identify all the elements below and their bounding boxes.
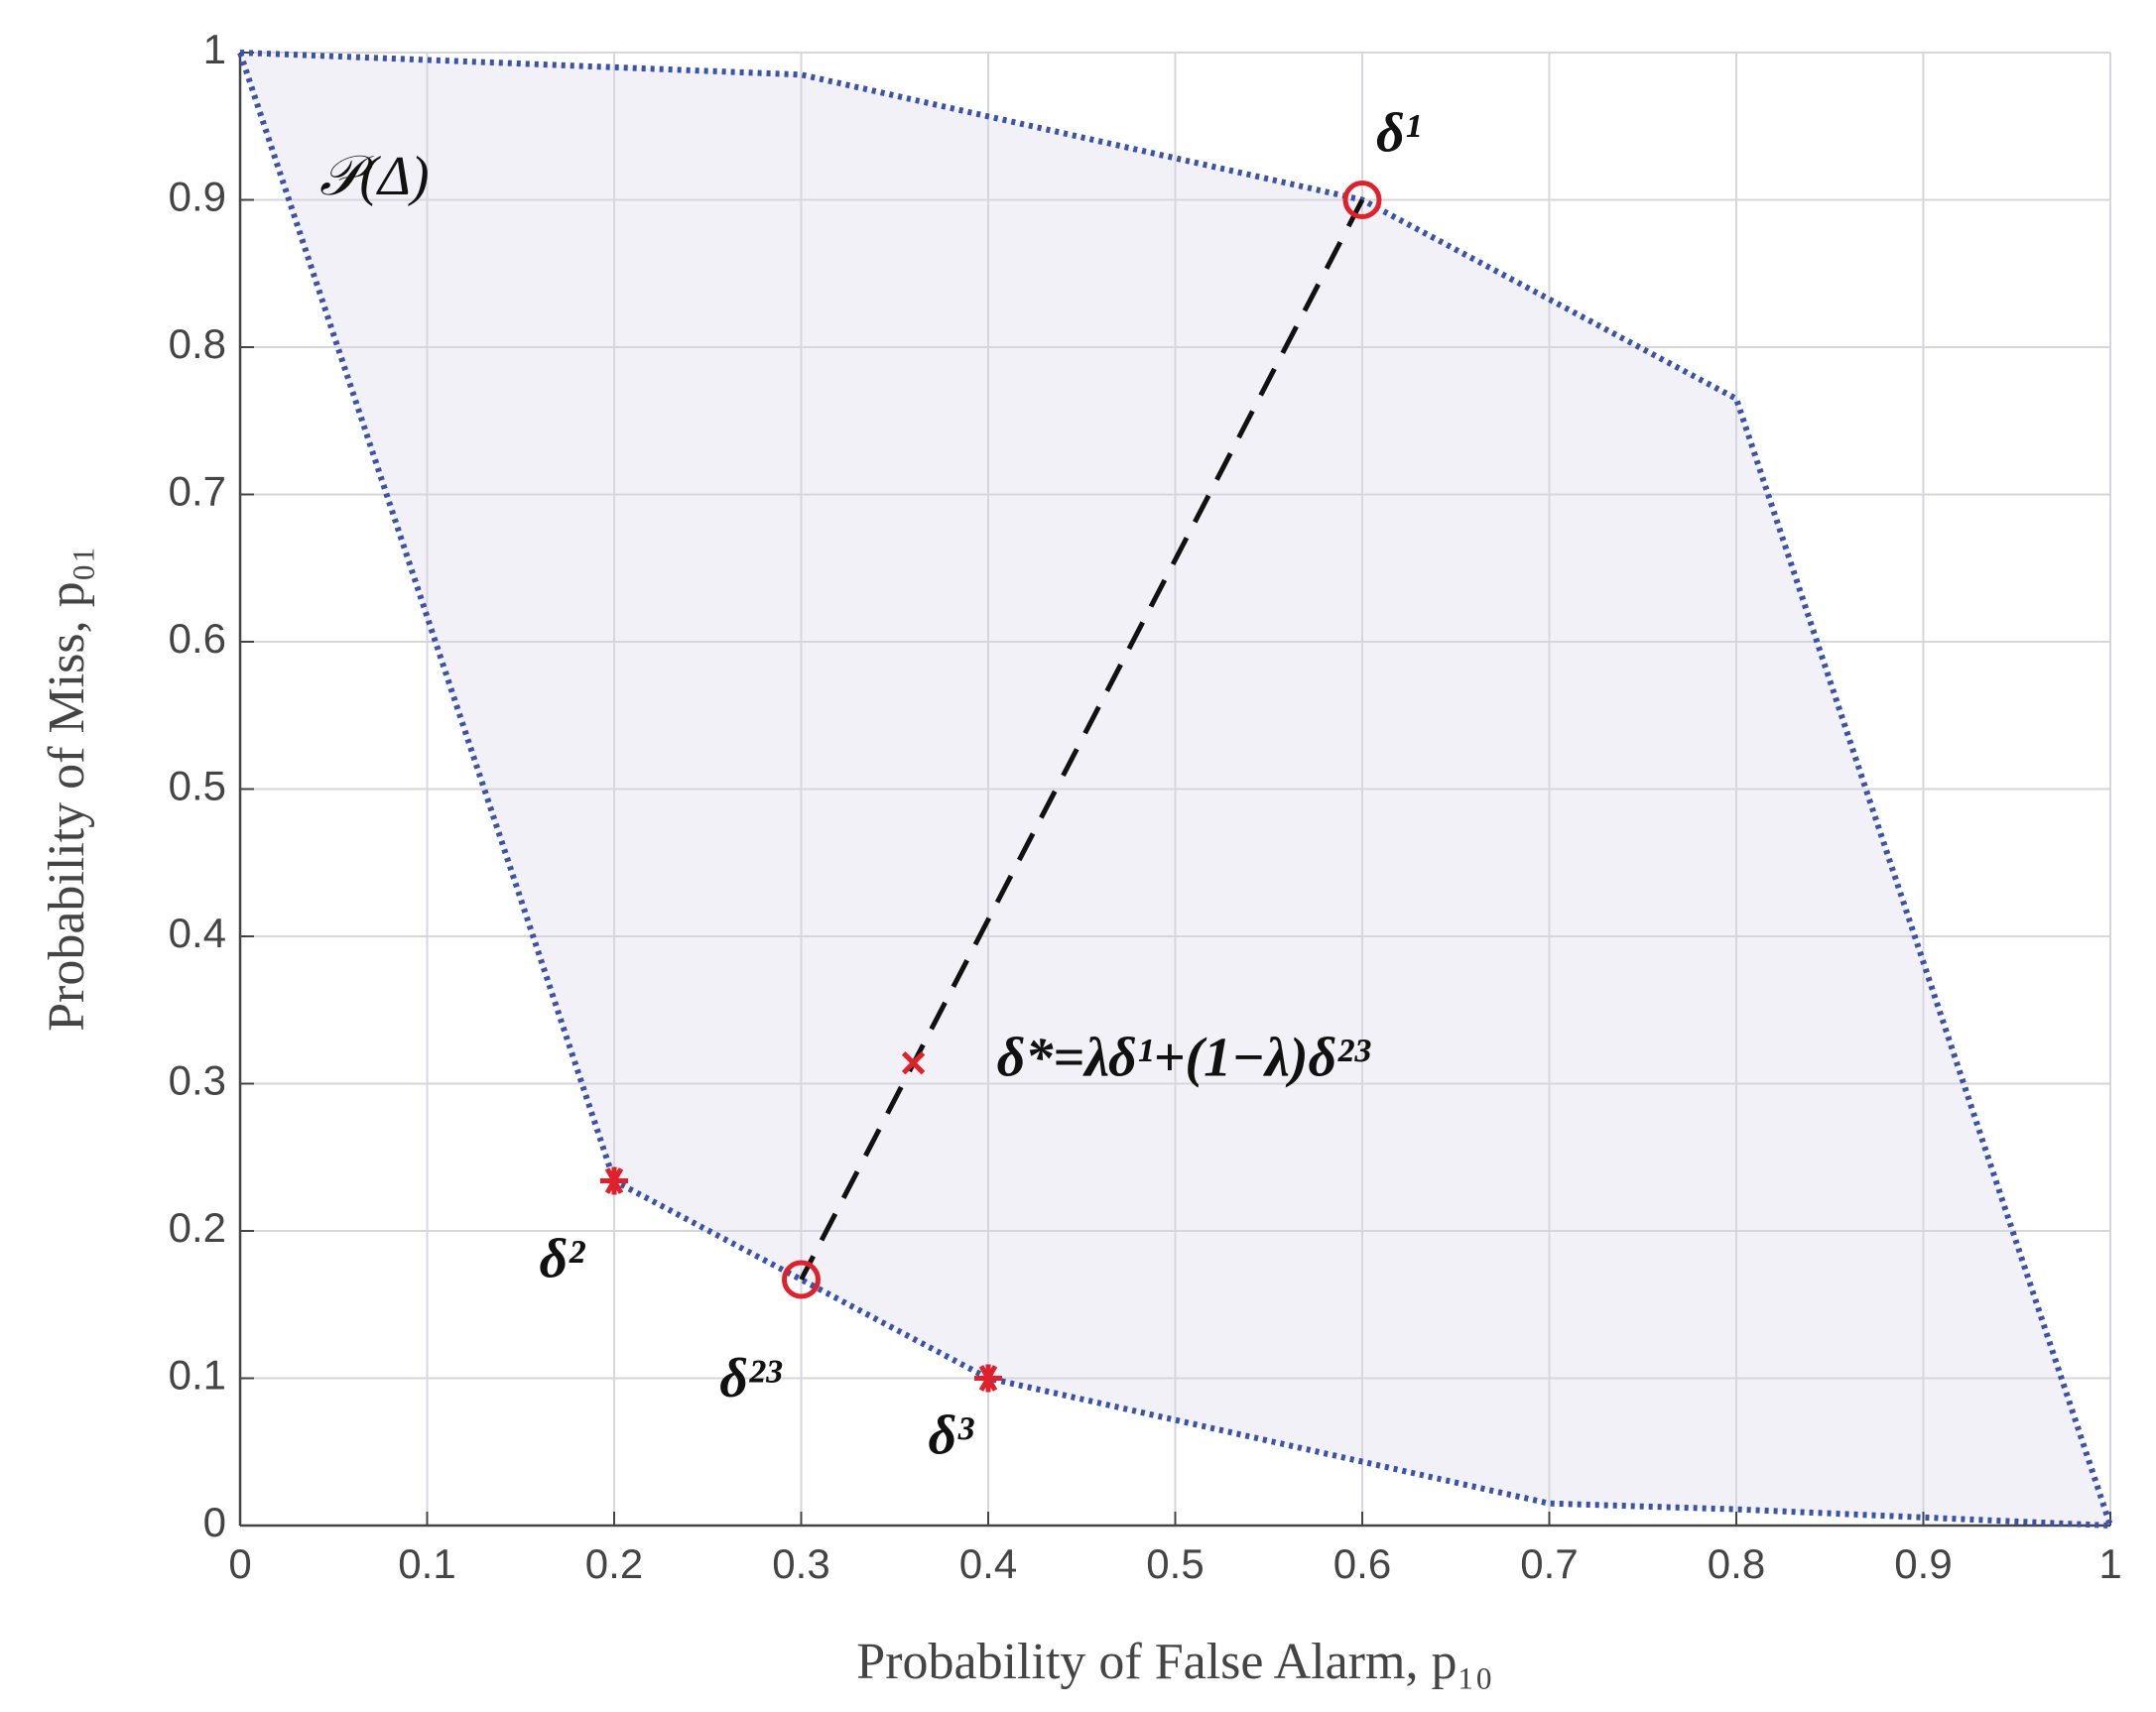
y-tick-label: 0.7 [169,468,226,515]
y-tick-label: 1 [203,26,226,72]
marker-stroke [901,1051,926,1075]
x-tick-label: 0.2 [585,1540,643,1587]
point-label: δ³ [929,1405,975,1466]
x-tick-label: 1 [2098,1540,2121,1587]
y-tick-label: 0.3 [169,1057,226,1104]
x-tick-label: 0.5 [1146,1540,1204,1587]
point [901,1051,926,1075]
region-label: 𝒫(Δ) [319,146,430,207]
point [974,1364,1002,1393]
y-tick-label: 0 [203,1499,226,1545]
marker-circle [782,1260,821,1299]
x-tick-label: 0.3 [772,1540,829,1587]
y-tick-label: 0.9 [169,174,226,220]
x-tick-label: 0.1 [398,1540,455,1587]
y-tick-label: 0.5 [169,763,226,809]
x-axis-label: Probability of False Alarm, p₁₀ [856,1634,1492,1690]
x-tick-label: 0.7 [1520,1540,1578,1587]
y-tick-label: 0.2 [169,1204,226,1251]
point [600,1166,628,1195]
mixing-segment [799,198,1365,1282]
x-tick-label: 0.8 [1708,1540,1765,1587]
y-axis-label: Probability of Miss, p₀₁ [39,546,95,1032]
point [1342,181,1382,219]
point-label: δ¹ [1376,102,1421,164]
x-tick-label: 0.9 [1894,1540,1952,1587]
point [782,1260,821,1299]
y-tick-label: 0.4 [169,910,226,956]
y-tick-label: 0.8 [169,320,226,367]
x-tick-label: 0.4 [959,1540,1017,1587]
point-label: δ²³ [719,1348,782,1409]
point-label: δ*=λδ¹+(1−λ)δ²³ [997,1028,1371,1089]
y-tick-label: 0.1 [169,1352,226,1399]
x-tick-label: 0.6 [1333,1540,1391,1587]
y-tick-label: 0.6 [169,615,226,662]
point-label: δ² [540,1228,586,1289]
marker-circle [1342,181,1382,219]
x-tick-label: 0 [228,1540,251,1587]
